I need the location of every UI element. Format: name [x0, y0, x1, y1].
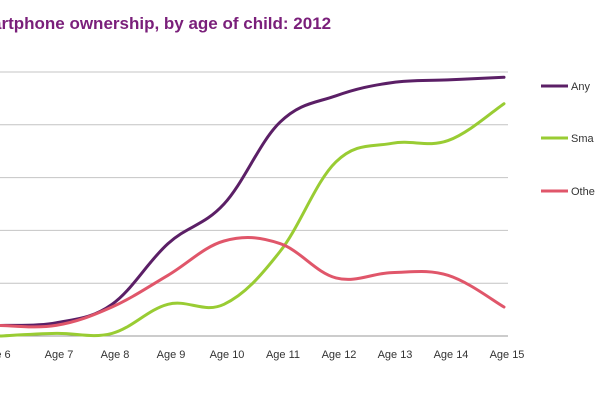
x-axis-ticks: e 6 Age 7 Age 8 Age 9 Age 10 Age 11 Age 12 Age … — [0, 349, 524, 361]
x-tick-label: Age 15 — [490, 349, 525, 361]
series-line-smartphone — [0, 102, 506, 338]
x-tick-label: Age 13 — [378, 349, 413, 361]
legend: Any Sma Othe — [541, 81, 595, 198]
legend-label-any: Any — [571, 81, 590, 93]
gridlines — [0, 71, 508, 337]
series-lines — [0, 75, 506, 338]
x-tick-label: Age 8 — [101, 349, 130, 361]
legend-label-other: Othe — [571, 186, 595, 198]
x-tick-label: Age 14 — [434, 349, 469, 361]
x-tick-label: Age 12 — [322, 349, 357, 361]
chart-title: artphone ownership, by age of child: 201… — [0, 14, 332, 33]
x-tick-label: Age 11 — [266, 349, 300, 361]
series-line-other — [0, 236, 506, 329]
x-tick-label: Age 10 — [210, 349, 245, 361]
x-tick-label: Age 7 — [45, 349, 74, 361]
x-tick-label: Age 9 — [157, 349, 186, 361]
legend-label-smartphone: Sma — [571, 133, 595, 145]
series-line-any — [0, 75, 506, 327]
x-tick-label: e 6 — [0, 349, 11, 361]
